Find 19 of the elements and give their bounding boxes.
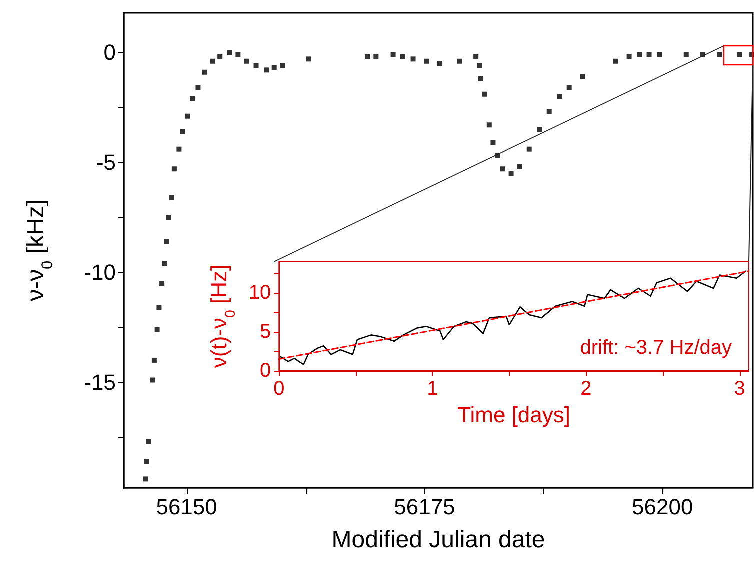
y-axis-title: ν-ν0 [kHz] (22, 199, 56, 302)
x-axis-title: Modified Julian date (332, 526, 546, 554)
x-tick-label: 56175 (394, 494, 456, 520)
y-tick-label: 0 (104, 40, 116, 66)
x-tick-label: 3 (734, 378, 746, 400)
x-tick-label: 0 (274, 378, 285, 400)
x-axis-title: Time [days] (458, 402, 571, 428)
y-axis-title: ν(t)-ν0 [Hz] (206, 264, 239, 368)
x-tick-label: 1 (427, 378, 438, 400)
y-tick-label: -10 (84, 260, 116, 285)
y-tick-label: 0 (260, 360, 272, 382)
x-tick-label: 2 (580, 378, 592, 400)
y-tick-label: -5 (96, 150, 116, 176)
y-tick-label: -15 (84, 370, 116, 395)
y-tick-label: 10 (248, 282, 272, 304)
annotation: drift: ~3.7 Hz/day (580, 337, 732, 359)
x-tick-label: 56200 (632, 494, 694, 520)
x-tick-label: 56150 (156, 494, 218, 520)
y-tick-label: 5 (260, 321, 272, 344)
